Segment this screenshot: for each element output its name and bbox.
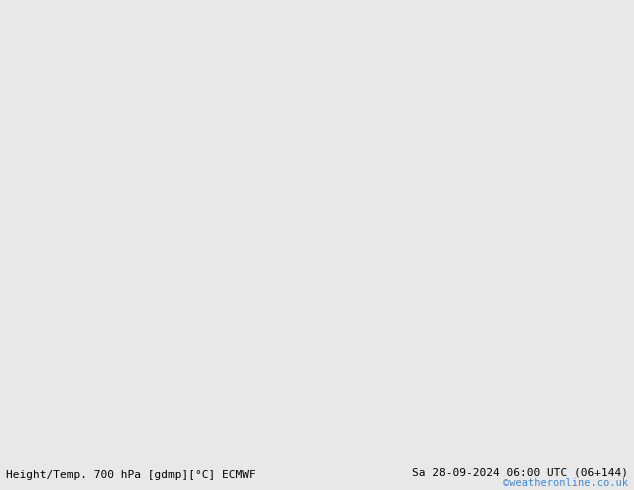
Text: Sa 28-09-2024 06:00 UTC (06+144): Sa 28-09-2024 06:00 UTC (06+144) <box>411 468 628 478</box>
Text: Height/Temp. 700 hPa [gdmp][°C] ECMWF: Height/Temp. 700 hPa [gdmp][°C] ECMWF <box>6 470 256 480</box>
Text: ©weatheronline.co.uk: ©weatheronline.co.uk <box>503 478 628 488</box>
